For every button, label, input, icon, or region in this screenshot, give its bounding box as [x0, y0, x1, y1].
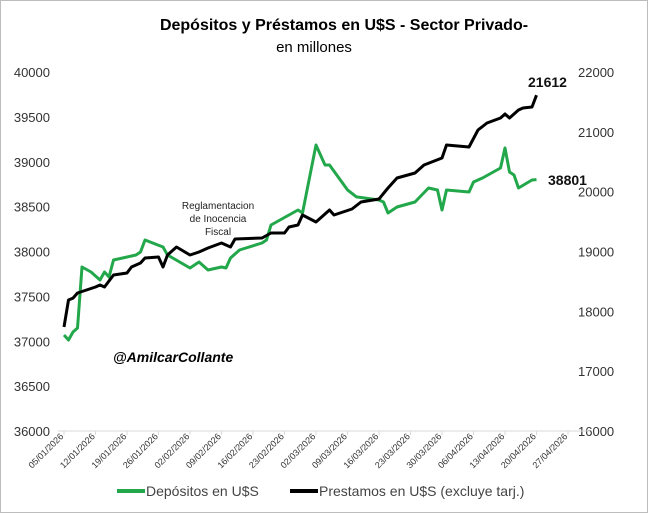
y-left-tick-label: 37000 [14, 334, 50, 349]
chart-subtitle: en millones [276, 39, 352, 56]
y-left-tick-label: 38500 [14, 200, 50, 215]
y-left-tick-label: 36000 [14, 424, 50, 439]
annotation-line-3: Fiscal [205, 227, 231, 238]
loans-end-label: 21612 [528, 74, 567, 90]
chart-title: Depósitos y Préstamos en U$S - Sector Pr… [160, 17, 528, 34]
annotation-line-1: Reglamentacion [182, 201, 254, 212]
y-right-tick-label: 19000 [578, 245, 614, 260]
y-left-tick-label: 37500 [14, 289, 50, 304]
deposits-end-label: 38801 [548, 172, 587, 188]
y-left-tick-label: 39500 [14, 110, 50, 125]
y-right-tick-label: 20000 [578, 185, 614, 200]
watermark: @AmilcarCollante [113, 349, 233, 365]
y-right-tick-label: 16000 [578, 424, 614, 439]
y-right-tick-label: 22000 [578, 65, 614, 80]
y-left-tick-label: 39000 [14, 155, 50, 170]
loans-line [62, 94, 538, 328]
y-right-tick-label: 18000 [578, 304, 614, 319]
y-left-tick-label: 36500 [14, 379, 50, 394]
y-right-tick-label: 21000 [578, 125, 614, 140]
legend-label-deposits: Depósitos en U$S [146, 483, 259, 499]
y-left-tick-label: 38000 [14, 245, 50, 260]
legend-label-loans: Prestamos en U$S (excluye tarj.) [319, 483, 524, 499]
y-right-tick-label: 17000 [578, 364, 614, 379]
legend: Depósitos en U$S Prestamos en U$S (exclu… [117, 483, 524, 499]
y-left-tick-label: 40000 [14, 65, 50, 80]
annotation-line-2: de Inocencia [190, 214, 247, 225]
deposits-line [62, 143, 537, 342]
